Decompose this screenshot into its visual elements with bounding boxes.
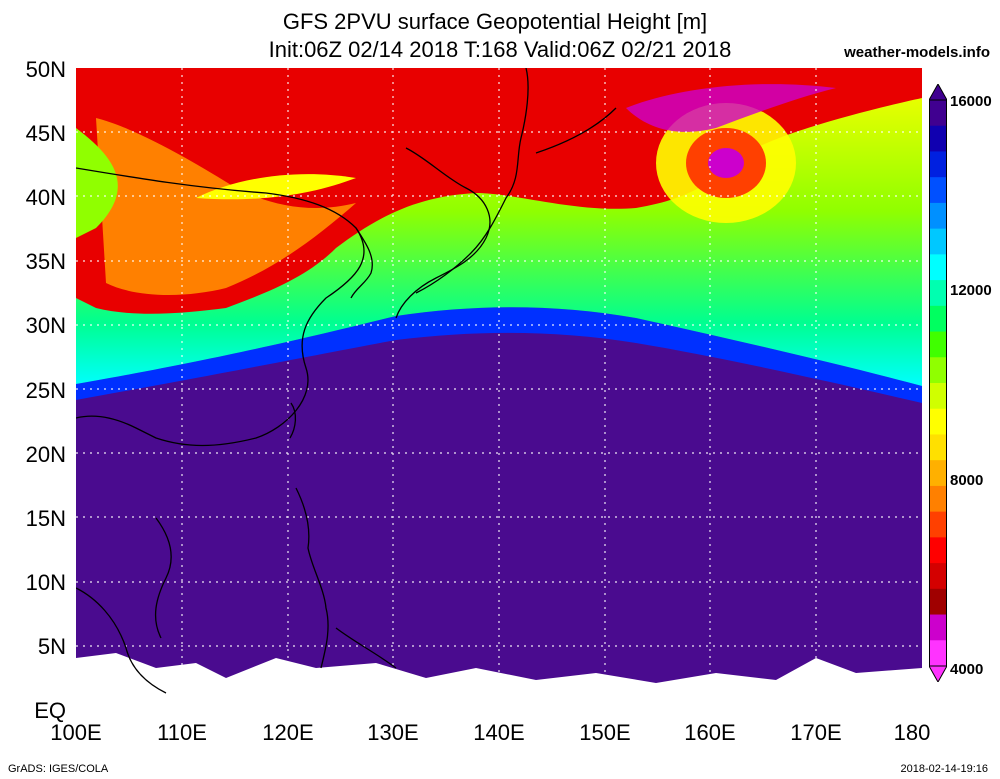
- map-title-line1: GFS 2PVU surface Geopotential Height [m]: [282, 9, 708, 34]
- colorbar-segment: [929, 177, 947, 204]
- colorbar-top-arrow: [929, 84, 947, 101]
- colorbar-tick-label: 12000: [950, 282, 992, 299]
- colorbar-segment: [929, 280, 947, 307]
- colorbar-segment: [929, 100, 947, 127]
- graticule: [76, 68, 922, 710]
- colorbar-segment: [929, 511, 947, 538]
- lat-label: 50N: [25, 57, 66, 82]
- colorbar-frame: [929, 99, 947, 667]
- colorbar-segment: [929, 305, 947, 333]
- colorbar-bottom-arrow: [929, 665, 947, 682]
- north-green-patch: [76, 128, 118, 238]
- lon-label: 180: [893, 720, 931, 745]
- colorbar-segment: [929, 202, 947, 230]
- colorbar-tick-label: 16000: [950, 93, 992, 110]
- lat-label: 15N: [25, 506, 66, 531]
- lon-label: 120E: [262, 720, 314, 745]
- lon-label: 130E: [367, 720, 419, 745]
- lat-label: 25N: [25, 378, 66, 403]
- colorbar: [929, 84, 947, 682]
- cyclone-inner: [708, 148, 744, 178]
- lat-label: 10N: [25, 570, 66, 595]
- colorbar-segment: [929, 614, 947, 641]
- lon-label: 110E: [157, 720, 207, 745]
- colorbar-segment: [929, 588, 947, 616]
- colorbar-segment: [929, 151, 947, 178]
- lon-label: 100E: [50, 720, 102, 745]
- lon-label: 140E: [473, 720, 525, 745]
- colorbar-segment: [929, 434, 947, 461]
- colorbar-segment: [929, 125, 947, 152]
- lat-label: 30N: [25, 313, 66, 338]
- blue-band: [76, 307, 922, 403]
- colorbar-segment: [929, 640, 947, 667]
- lat-label: 20N: [25, 442, 66, 467]
- colorbar-segment: [929, 228, 947, 255]
- colorbar-tick-label: 8000: [950, 472, 984, 489]
- lon-label: 160E: [684, 720, 736, 745]
- lat-label: EQ: [34, 698, 66, 723]
- coastlines: [76, 68, 617, 694]
- yellow-streak: [196, 174, 356, 200]
- equatorial-white: [76, 653, 922, 710]
- geopotential-map: [76, 68, 922, 710]
- lat-label: 45N: [25, 121, 66, 146]
- colorbar-segment: [929, 254, 947, 281]
- footer-timestamp: 2018-02-14-19:16: [900, 763, 988, 775]
- colorbar-segment: [929, 460, 947, 487]
- lat-label: 5N: [37, 634, 66, 659]
- colorbar-segment: [929, 485, 947, 513]
- colorbar-tick-label: 4000: [950, 661, 984, 678]
- lat-label: 35N: [25, 249, 66, 274]
- colorbar-segment: [929, 563, 947, 590]
- lat-label: 40N: [25, 185, 66, 210]
- map-title-line2: Init:06Z 02/14 2018 T:168 Valid:06Z 02/2…: [268, 37, 732, 62]
- colorbar-segment: [929, 331, 947, 358]
- colorbar-segment: [929, 408, 947, 435]
- colorbar-segment: [929, 383, 947, 410]
- colorbar-segment: [929, 357, 947, 384]
- cyclone-tail: [626, 84, 836, 132]
- colorbar-segment: [929, 537, 947, 564]
- lon-label: 150E: [579, 720, 631, 745]
- brand-label: weather-models.info: [844, 44, 990, 61]
- lon-label: 170E: [790, 720, 842, 745]
- footer-credit: GrADS: IGES/COLA: [8, 763, 109, 775]
- orange-region: [96, 118, 356, 295]
